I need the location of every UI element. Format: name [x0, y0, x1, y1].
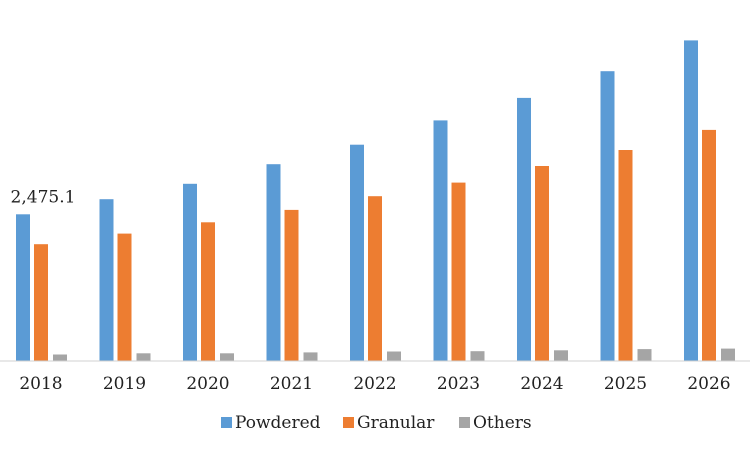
- bar-granular-2019: [117, 233, 132, 361]
- bar-others-2026: [721, 348, 735, 361]
- legend-label-granular: Granular: [357, 413, 435, 433]
- bar-others-2024: [554, 350, 568, 361]
- bar-powdered-2025: [600, 71, 615, 361]
- legend-swatch-others: [459, 417, 470, 428]
- bar-powdered-2019: [99, 199, 114, 361]
- bar-granular-2023: [451, 182, 466, 361]
- x-tick-2022: 2022: [353, 374, 396, 394]
- bar-powdered-2023: [433, 120, 448, 362]
- data-label-powdered-2018: 2,475.1: [11, 187, 76, 207]
- x-tick-2023: 2023: [437, 374, 480, 394]
- bar-others-2025: [637, 349, 652, 361]
- bar-others-2020: [220, 353, 234, 361]
- bar-powdered-2022: [350, 144, 364, 361]
- bar-others-2022: [387, 351, 401, 361]
- bar-granular-2018: [34, 244, 48, 361]
- bar-powdered-2021: [266, 164, 281, 361]
- legend-swatch-granular: [343, 417, 354, 428]
- legend-label-powdered: Powdered: [235, 413, 321, 433]
- bar-granular-2021: [284, 209, 299, 361]
- x-tick-2020: 2020: [186, 374, 229, 394]
- bar-granular-2025: [618, 150, 633, 361]
- bar-powdered-2026: [684, 40, 698, 362]
- bar-powdered-2018: [16, 214, 30, 361]
- bar-granular-2026: [702, 129, 716, 361]
- bar-powdered-2024: [517, 97, 531, 362]
- legend-swatch-powdered: [221, 417, 232, 428]
- x-tick-2025: 2025: [604, 374, 647, 394]
- x-tick-2021: 2021: [270, 374, 313, 394]
- legend: Powdered Granular Others: [221, 413, 532, 433]
- legend-label-others: Others: [473, 413, 532, 433]
- bar-others-2019: [136, 353, 151, 361]
- bar-powdered-2020: [183, 183, 197, 361]
- bar-others-2023: [470, 351, 485, 361]
- bar-others-2021: [303, 352, 318, 361]
- bar-granular-2024: [535, 166, 549, 361]
- bar-granular-2022: [368, 196, 382, 361]
- x-tick-2026: 2026: [687, 374, 730, 394]
- x-tick-labels: 2018 2019 2020 2021 2022 2023 2024 2025 2026: [19, 374, 730, 394]
- data-labels: 2,475.1: [11, 187, 76, 207]
- bar-granular-2020: [201, 222, 215, 361]
- x-tick-2018: 2018: [19, 374, 62, 394]
- bars-layer: [16, 40, 735, 362]
- bar-others-2018: [53, 354, 67, 361]
- x-tick-2019: 2019: [103, 374, 146, 394]
- x-tick-2024: 2024: [520, 374, 563, 394]
